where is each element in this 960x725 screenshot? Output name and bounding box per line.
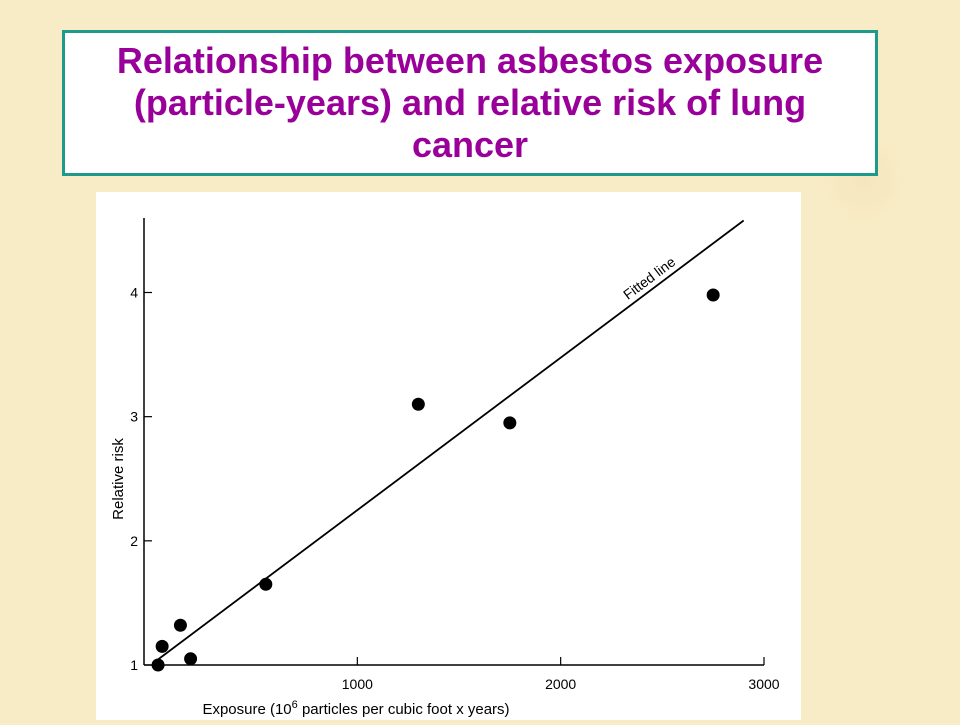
y-tick-label: 4 [130,285,138,301]
x-tick-label: 1000 [342,676,373,692]
x-axis-label-sup: 6 [292,699,298,711]
y-tick-label: 1 [130,657,138,673]
data-point [411,397,425,411]
data-point [173,618,187,632]
slide-title: Relationship between asbestos exposure (… [116,40,824,165]
y-tick-label: 3 [130,409,138,425]
fitted-line [153,219,745,664]
scatter-chart: 1 2 3 4 1000 2000 3000 Fitted line Relative ri… [110,218,780,718]
ticks: 1 2 3 4 1000 2000 3000 [130,285,780,693]
x-tick-label: 3000 [748,676,779,692]
data-point [706,288,720,302]
x-axis-label-post: particles per cubic foot x years) [298,701,510,718]
data-point [155,639,169,653]
data-points [151,288,720,672]
chart-panel: 1 2 3 4 1000 2000 3000 Fitted line Relative ri… [96,192,801,720]
axes [143,218,764,666]
y-tick-label: 2 [130,533,138,549]
fitted-line-label: Fitted line [620,253,678,302]
y-axis-label: Relative risk [110,438,127,520]
data-point [259,577,273,591]
title-box: Relationship between asbestos exposure (… [62,30,878,176]
x-tick-label: 2000 [545,676,576,692]
data-point [151,658,165,672]
x-axis-label: Exposure (106 particles per cubic foot x… [202,699,509,718]
data-point [184,652,198,666]
data-point [503,416,517,430]
x-axis-label-pre: Exposure (10 [202,701,291,718]
fitted-line-group: Fitted line [153,219,745,664]
